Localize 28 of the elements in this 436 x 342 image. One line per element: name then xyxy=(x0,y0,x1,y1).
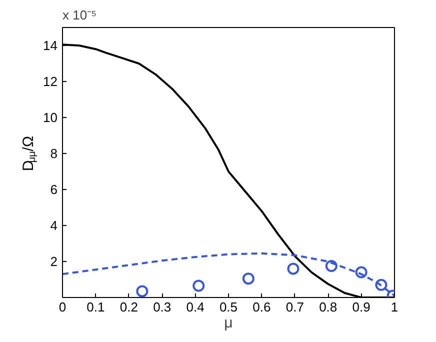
point xyxy=(136,285,148,298)
x-tick-label: 0.2 xyxy=(120,300,138,314)
point xyxy=(325,260,338,272)
x-tick-label: 0.8 xyxy=(319,300,338,314)
point xyxy=(242,272,254,285)
point xyxy=(192,280,205,292)
x-tick-label: 0.7 xyxy=(286,300,304,314)
x-tick-label: 0 xyxy=(58,300,66,314)
x-tick-label: 0.3 xyxy=(153,300,172,314)
point xyxy=(375,278,388,291)
y-tick-label: 4 xyxy=(50,218,58,233)
point xyxy=(287,262,300,275)
y-tick-label: 10 xyxy=(43,110,58,125)
x-tick-label: 1 xyxy=(390,300,398,314)
y-tick-label: 2 xyxy=(50,254,58,269)
y-tick-label: 6 xyxy=(50,182,58,197)
y-tick-label: 8 xyxy=(50,146,58,161)
x-tick-label: 0.9 xyxy=(352,300,370,314)
text: x 10⁻⁵ xyxy=(62,8,96,22)
x-tick-label: 0.4 xyxy=(186,300,204,314)
point xyxy=(355,266,368,278)
y-tick-label: 14 xyxy=(43,38,58,53)
x-axis-title: μ xyxy=(224,314,233,332)
x-tick-label: 0.5 xyxy=(219,300,238,314)
x-tick-label: 0.1 xyxy=(86,300,105,314)
y-axis-title: Dμμ/Ω xyxy=(20,136,38,172)
x-tick-label: 0.6 xyxy=(252,300,271,314)
y-tick-label: 12 xyxy=(43,74,58,89)
